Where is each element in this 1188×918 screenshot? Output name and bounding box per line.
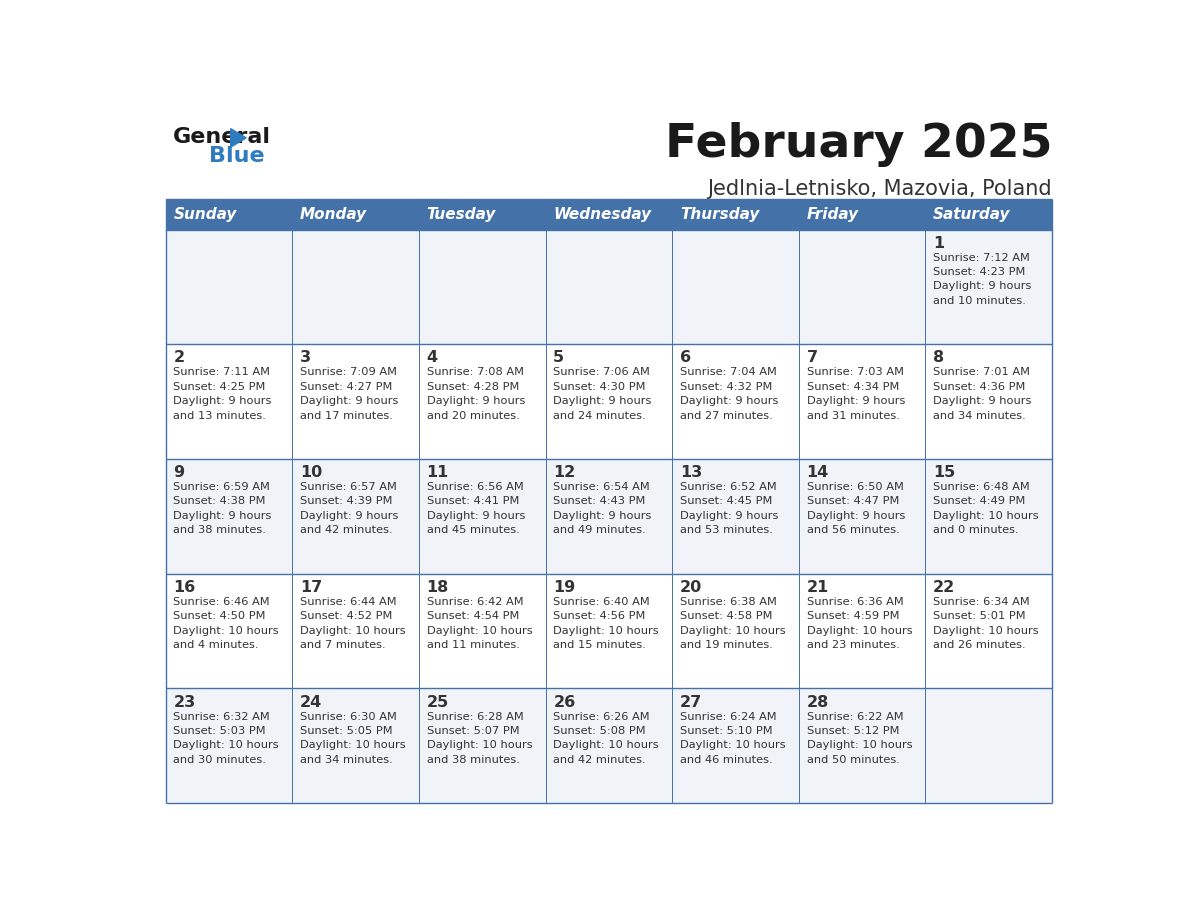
Text: Sunrise: 6:57 AM
Sunset: 4:39 PM
Daylight: 9 hours
and 42 minutes.: Sunrise: 6:57 AM Sunset: 4:39 PM Dayligh… [299,482,398,535]
Bar [165,574,1053,688]
Text: Sunrise: 6:38 AM
Sunset: 4:58 PM
Daylight: 10 hours
and 19 minutes.: Sunrise: 6:38 AM Sunset: 4:58 PM Dayligh… [680,597,785,650]
Text: Sunrise: 7:06 AM
Sunset: 4:30 PM
Daylight: 9 hours
and 24 minutes.: Sunrise: 7:06 AM Sunset: 4:30 PM Dayligh… [554,367,652,420]
Text: 12: 12 [554,465,575,480]
Text: 28: 28 [807,695,829,710]
Bar [165,459,1053,574]
Text: Jedlnia-Letnisko, Mazovia, Poland: Jedlnia-Letnisko, Mazovia, Poland [708,179,1053,199]
Text: Wednesday: Wednesday [554,207,651,221]
Text: 21: 21 [807,580,829,595]
Text: 19: 19 [554,580,575,595]
Text: 1: 1 [934,236,944,251]
Text: Sunrise: 7:04 AM
Sunset: 4:32 PM
Daylight: 9 hours
and 27 minutes.: Sunrise: 7:04 AM Sunset: 4:32 PM Dayligh… [680,367,778,420]
Text: Sunday: Sunday [173,207,236,221]
Text: Sunrise: 6:52 AM
Sunset: 4:45 PM
Daylight: 9 hours
and 53 minutes.: Sunrise: 6:52 AM Sunset: 4:45 PM Dayligh… [680,482,778,535]
Text: Blue: Blue [209,146,265,166]
Text: Sunrise: 6:59 AM
Sunset: 4:38 PM
Daylight: 9 hours
and 38 minutes.: Sunrise: 6:59 AM Sunset: 4:38 PM Dayligh… [173,482,272,535]
Text: 3: 3 [299,351,311,365]
Text: 15: 15 [934,465,955,480]
Bar [165,198,1053,230]
Text: Sunrise: 6:48 AM
Sunset: 4:49 PM
Daylight: 10 hours
and 0 minutes.: Sunrise: 6:48 AM Sunset: 4:49 PM Dayligh… [934,482,1038,535]
Text: Sunrise: 6:36 AM
Sunset: 4:59 PM
Daylight: 10 hours
and 23 minutes.: Sunrise: 6:36 AM Sunset: 4:59 PM Dayligh… [807,597,912,650]
Text: Sunrise: 6:32 AM
Sunset: 5:03 PM
Daylight: 10 hours
and 30 minutes.: Sunrise: 6:32 AM Sunset: 5:03 PM Dayligh… [173,711,279,765]
Text: Sunrise: 6:50 AM
Sunset: 4:47 PM
Daylight: 9 hours
and 56 minutes.: Sunrise: 6:50 AM Sunset: 4:47 PM Dayligh… [807,482,905,535]
Text: 7: 7 [807,351,817,365]
Text: 5: 5 [554,351,564,365]
Text: February 2025: February 2025 [664,122,1053,167]
Polygon shape [230,129,246,147]
Bar [165,688,1053,803]
Text: 9: 9 [173,465,184,480]
Text: Sunrise: 6:22 AM
Sunset: 5:12 PM
Daylight: 10 hours
and 50 minutes.: Sunrise: 6:22 AM Sunset: 5:12 PM Dayligh… [807,711,912,765]
Text: 27: 27 [680,695,702,710]
Text: 14: 14 [807,465,829,480]
Text: 26: 26 [554,695,575,710]
Text: Friday: Friday [807,207,859,221]
Text: Sunrise: 6:44 AM
Sunset: 4:52 PM
Daylight: 10 hours
and 7 minutes.: Sunrise: 6:44 AM Sunset: 4:52 PM Dayligh… [299,597,405,650]
Text: Sunrise: 7:03 AM
Sunset: 4:34 PM
Daylight: 9 hours
and 31 minutes.: Sunrise: 7:03 AM Sunset: 4:34 PM Dayligh… [807,367,905,420]
Text: 4: 4 [426,351,437,365]
Text: 20: 20 [680,580,702,595]
Text: Thursday: Thursday [680,207,759,221]
Text: Sunrise: 7:01 AM
Sunset: 4:36 PM
Daylight: 9 hours
and 34 minutes.: Sunrise: 7:01 AM Sunset: 4:36 PM Dayligh… [934,367,1031,420]
Text: 11: 11 [426,465,449,480]
Text: Monday: Monday [299,207,367,221]
Text: Sunrise: 6:56 AM
Sunset: 4:41 PM
Daylight: 9 hours
and 45 minutes.: Sunrise: 6:56 AM Sunset: 4:41 PM Dayligh… [426,482,525,535]
Text: Sunrise: 7:12 AM
Sunset: 4:23 PM
Daylight: 9 hours
and 10 minutes.: Sunrise: 7:12 AM Sunset: 4:23 PM Dayligh… [934,252,1031,306]
Text: 13: 13 [680,465,702,480]
Text: 2: 2 [173,351,184,365]
Text: 16: 16 [173,580,196,595]
Text: Sunrise: 6:34 AM
Sunset: 5:01 PM
Daylight: 10 hours
and 26 minutes.: Sunrise: 6:34 AM Sunset: 5:01 PM Dayligh… [934,597,1038,650]
Text: Sunrise: 6:28 AM
Sunset: 5:07 PM
Daylight: 10 hours
and 38 minutes.: Sunrise: 6:28 AM Sunset: 5:07 PM Dayligh… [426,711,532,765]
Text: Sunrise: 7:09 AM
Sunset: 4:27 PM
Daylight: 9 hours
and 17 minutes.: Sunrise: 7:09 AM Sunset: 4:27 PM Dayligh… [299,367,398,420]
Text: Sunrise: 7:11 AM
Sunset: 4:25 PM
Daylight: 9 hours
and 13 minutes.: Sunrise: 7:11 AM Sunset: 4:25 PM Dayligh… [173,367,272,420]
Text: Sunrise: 7:08 AM
Sunset: 4:28 PM
Daylight: 9 hours
and 20 minutes.: Sunrise: 7:08 AM Sunset: 4:28 PM Dayligh… [426,367,525,420]
Text: 10: 10 [299,465,322,480]
Bar [165,230,1053,344]
Text: 22: 22 [934,580,955,595]
Text: Sunrise: 6:26 AM
Sunset: 5:08 PM
Daylight: 10 hours
and 42 minutes.: Sunrise: 6:26 AM Sunset: 5:08 PM Dayligh… [554,711,659,765]
Text: General: General [173,127,271,147]
Text: Sunrise: 6:24 AM
Sunset: 5:10 PM
Daylight: 10 hours
and 46 minutes.: Sunrise: 6:24 AM Sunset: 5:10 PM Dayligh… [680,711,785,765]
Text: 6: 6 [680,351,691,365]
Text: Sunrise: 6:40 AM
Sunset: 4:56 PM
Daylight: 10 hours
and 15 minutes.: Sunrise: 6:40 AM Sunset: 4:56 PM Dayligh… [554,597,659,650]
Text: 23: 23 [173,695,196,710]
Text: Sunrise: 6:54 AM
Sunset: 4:43 PM
Daylight: 9 hours
and 49 minutes.: Sunrise: 6:54 AM Sunset: 4:43 PM Dayligh… [554,482,652,535]
Text: Saturday: Saturday [934,207,1011,221]
Bar [165,344,1053,459]
Text: Tuesday: Tuesday [426,207,495,221]
Text: Sunrise: 6:30 AM
Sunset: 5:05 PM
Daylight: 10 hours
and 34 minutes.: Sunrise: 6:30 AM Sunset: 5:05 PM Dayligh… [299,711,405,765]
Text: Sunrise: 6:46 AM
Sunset: 4:50 PM
Daylight: 10 hours
and 4 minutes.: Sunrise: 6:46 AM Sunset: 4:50 PM Dayligh… [173,597,279,650]
Text: 8: 8 [934,351,944,365]
Text: 17: 17 [299,580,322,595]
Text: 25: 25 [426,695,449,710]
Text: 18: 18 [426,580,449,595]
Text: Sunrise: 6:42 AM
Sunset: 4:54 PM
Daylight: 10 hours
and 11 minutes.: Sunrise: 6:42 AM Sunset: 4:54 PM Dayligh… [426,597,532,650]
Text: 24: 24 [299,695,322,710]
